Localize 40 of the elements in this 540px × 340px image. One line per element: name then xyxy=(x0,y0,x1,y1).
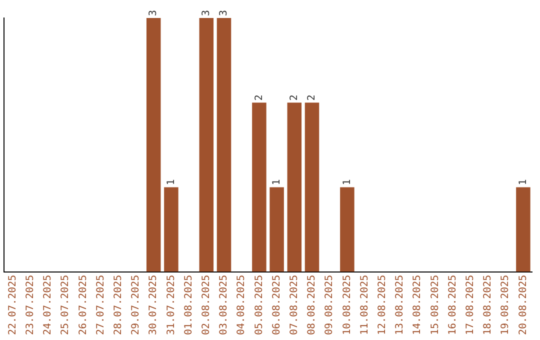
data-label: 1 xyxy=(271,179,282,186)
x-tick-label: 24.07.2025 xyxy=(42,274,54,336)
x-tick-label: 17.08.2025 xyxy=(464,274,476,336)
data-label: 3 xyxy=(218,10,230,16)
x-tick-label: 19.08.2025 xyxy=(500,274,512,336)
x-tick-label: 04.08.2025 xyxy=(236,274,248,336)
data-label: 3 xyxy=(200,10,212,16)
x-tick-label: 30.07.2025 xyxy=(148,274,160,336)
x-tick-label: 02.08.2025 xyxy=(200,274,212,336)
x-tick-label: 16.08.2025 xyxy=(447,274,458,336)
x-tick-label: 14.08.2025 xyxy=(412,274,424,336)
x-tick-label: 22.07.2025 xyxy=(7,274,18,336)
x-tick-label: 15.08.2025 xyxy=(430,274,441,336)
x-tick-label: 25.07.2025 xyxy=(60,274,72,336)
x-tick-label: 27.07.2025 xyxy=(95,274,106,336)
data-label: 1 xyxy=(518,179,529,186)
x-tick-label: 05.08.2025 xyxy=(254,274,265,336)
data-label: 1 xyxy=(166,179,177,186)
x-tick-label: 03.08.2025 xyxy=(218,274,230,336)
data-label: 3 xyxy=(148,10,160,16)
x-tick-label: 26.07.2025 xyxy=(78,274,89,336)
x-tick-label: 20.08.2025 xyxy=(518,274,529,336)
x-tick-label: 12.08.2025 xyxy=(376,274,388,336)
x-tick-label: 07.08.2025 xyxy=(288,274,300,336)
data-label: 2 xyxy=(288,94,300,101)
x-tick-label: 28.07.2025 xyxy=(112,274,124,336)
x-tick-label: 09.08.2025 xyxy=(324,274,336,336)
data-label: 1 xyxy=(342,179,353,186)
x-tick-label: 13.08.2025 xyxy=(394,274,406,336)
x-tick-label: 10.08.2025 xyxy=(342,274,353,336)
x-tick-label: 18.08.2025 xyxy=(482,274,494,336)
x-tick-label: 01.08.2025 xyxy=(183,274,194,336)
data-label: 2 xyxy=(306,94,318,101)
x-tick-label: 23.07.2025 xyxy=(24,274,36,336)
x-tick-label: 08.08.2025 xyxy=(306,274,318,336)
x-tick-label: 29.07.2025 xyxy=(130,274,142,336)
x-tick-label: 31.07.2025 xyxy=(166,274,177,336)
x-tick-label: 06.08.2025 xyxy=(271,274,282,336)
data-label: 2 xyxy=(254,94,265,101)
x-tick-label: 11.08.2025 xyxy=(359,274,370,336)
